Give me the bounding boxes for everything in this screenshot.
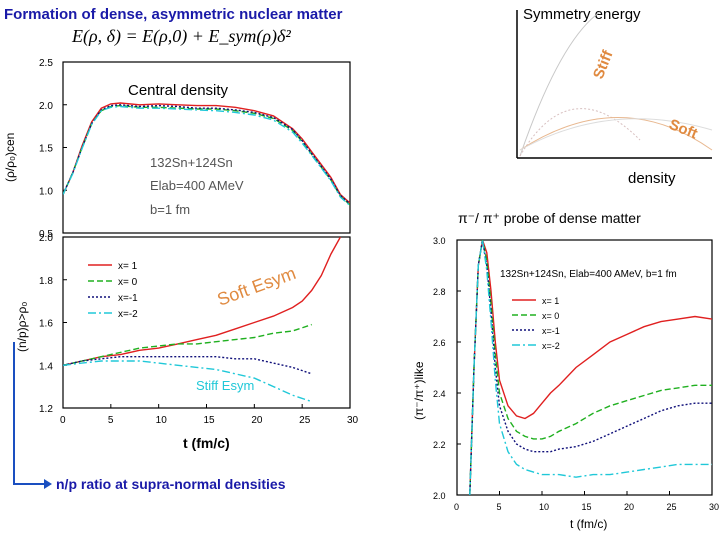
y-tick-label: 3.0 <box>433 236 446 246</box>
energy-formula: E(ρ, δ) = E(ρ,0) + E_sym(ρ)δ² <box>72 26 291 46</box>
y-tick-label: 2.6 <box>433 338 446 348</box>
x-tick-label: 20 <box>624 502 634 512</box>
legend-label: x=-1 <box>542 326 560 336</box>
x-tick-label: 25 <box>667 502 677 512</box>
series-line-2 <box>63 356 312 375</box>
soft-label: Soft <box>667 116 700 143</box>
probe-title: π⁻/ π⁺ probe of dense matter <box>458 210 641 226</box>
series-line-0 <box>63 102 350 204</box>
legend-label: x=-2 <box>542 341 560 351</box>
stiff-label: Stiff <box>590 47 617 81</box>
soft-esym-label: Soft Esym <box>215 263 299 310</box>
y-tick-label: 2.4 <box>433 389 446 399</box>
density-ylabel: (ρ/ρ₀)cen <box>3 133 17 182</box>
y-tick-label: 2.0 <box>433 491 446 501</box>
stiff-curve <box>519 11 601 157</box>
density-panel: 0.5 1.0 1.5 2.0 2.5 (ρ/ρ₀)cen Central densit… <box>3 58 351 240</box>
series-line-3 <box>63 105 350 207</box>
page-title: Formation of dense, asymmetric nuclear m… <box>4 6 343 23</box>
reaction-label: 132Sn+124Sn <box>150 155 233 170</box>
series-line-1 <box>63 323 312 366</box>
np-ylabel: (n/p)ρ>ρ₀ <box>15 302 29 352</box>
legend-label: x=-1 <box>118 293 138 304</box>
x-tick-label: 15 <box>204 415 216 426</box>
np-arrow-head <box>44 479 52 489</box>
symmetry-energy-title: Symmetry energy <box>523 6 641 23</box>
y-tick-label: 1.5 <box>39 144 53 155</box>
y-tick-label: 2.8 <box>433 287 446 297</box>
y-tick-label: 2.2 <box>433 440 446 450</box>
x-tick-label: 10 <box>156 415 168 426</box>
series-line-3 <box>469 240 712 495</box>
y-tick-label: 2.0 <box>39 233 53 244</box>
legend-label: x= 1 <box>118 261 138 272</box>
x-tick-label: 30 <box>347 415 359 426</box>
energy-label: Elab=400 AMeV <box>150 178 244 193</box>
series-line-0 <box>63 237 342 366</box>
series-line-3 <box>63 360 312 403</box>
y-tick-label: 1.4 <box>39 361 53 372</box>
pion-ylabel: (π⁻/π⁺)like <box>412 361 426 420</box>
y-tick-label: 0.5 <box>39 229 53 240</box>
x-tick-label: 30 <box>709 502 719 512</box>
series-line-0 <box>469 240 712 495</box>
x-tick-label: 5 <box>108 415 114 426</box>
impact-label: b=1 fm <box>150 202 190 217</box>
x-tick-label: 5 <box>497 502 502 512</box>
y-tick-label: 2.0 <box>39 101 53 112</box>
pion-xlabel: t (fm/c) <box>570 517 607 531</box>
legend-label: x= 1 <box>542 296 559 306</box>
np-xlabel: t (fm/c) <box>183 435 230 451</box>
legend-label: x= 0 <box>118 277 138 288</box>
y-tick-label: 1.6 <box>39 319 53 330</box>
x-tick-label: 10 <box>539 502 549 512</box>
stiff-esym-label: Stiff Esym <box>196 378 254 393</box>
x-tick-label: 0 <box>60 415 66 426</box>
soft-curve-2 <box>519 118 713 151</box>
y-tick-label: 1.8 <box>39 276 53 287</box>
symmetry-density-label: density <box>628 170 676 187</box>
soft-curve <box>519 117 713 151</box>
central-density-label: Central density <box>128 82 229 99</box>
y-tick-label: 1.0 <box>39 186 53 197</box>
np-ratio-note: n/p ratio at supra-normal densities <box>56 476 286 492</box>
stiff-curve-2 <box>519 108 641 157</box>
legend-label: x= 0 <box>542 311 559 321</box>
y-tick-label: 2.5 <box>39 58 53 69</box>
legend-label: x=-2 <box>118 309 138 320</box>
series-line-1 <box>469 240 712 495</box>
np-panel: 1.2 1.4 1.6 1.8 2.0 0 5 10 15 20 25 30 x= 1 x= 0 x=-… <box>13 233 359 489</box>
np-arrow-line <box>13 342 44 485</box>
pion-annotation: 132Sn+124Sn, Elab=400 AMeV, b=1 fm <box>500 269 677 280</box>
y-tick-label: 1.2 <box>39 404 53 415</box>
x-tick-label: 0 <box>454 502 459 512</box>
x-tick-label: 20 <box>251 415 263 426</box>
x-tick-label: 15 <box>582 502 592 512</box>
symmetry-inset: Stiff Soft <box>516 10 713 159</box>
x-tick-label: 25 <box>299 415 311 426</box>
pion-panel: 2.0 2.2 2.4 2.6 2.8 3.0 0 5 10 15 20 25 30 x= 1 x= 0… <box>412 236 719 531</box>
